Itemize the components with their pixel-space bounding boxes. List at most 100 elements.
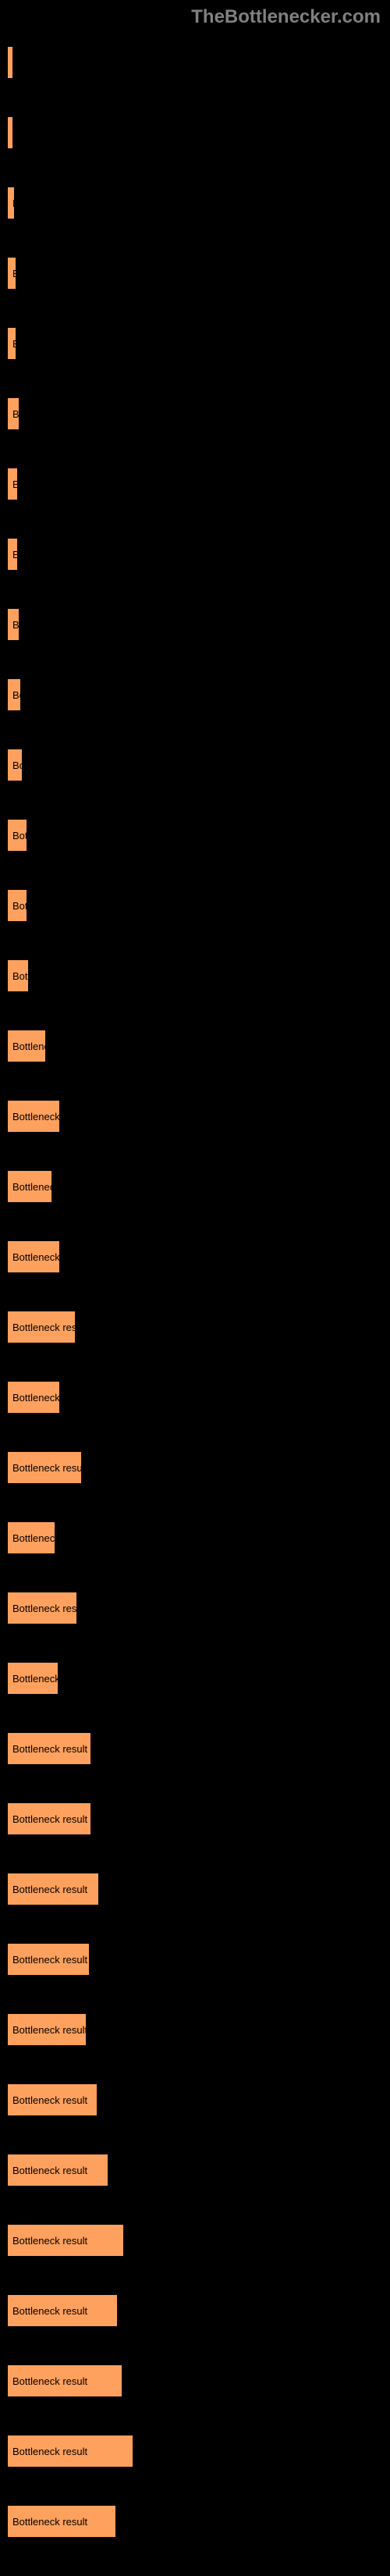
bar-row: Bottleneck result xyxy=(8,1436,382,1491)
bar-row: Bottleneck result xyxy=(8,1647,382,1702)
bar-row: Bottleneck result xyxy=(8,1858,382,1912)
bar: Bottleneck result xyxy=(8,2084,97,2115)
bar: Bottleneck result xyxy=(8,820,27,851)
bar-row: Bottleneck result xyxy=(8,312,382,367)
bar-row: Bottleneck result xyxy=(8,1366,382,1421)
bar-row: Bottleneck result xyxy=(8,1226,382,1280)
bar-row: Bottleneck result xyxy=(8,874,382,929)
bar-row: Bottleneck result xyxy=(8,242,382,297)
bar: Bottleneck result xyxy=(8,960,28,991)
bar: Bottleneck result xyxy=(8,187,14,219)
bar-row: Bottleneck result xyxy=(8,382,382,437)
bar-row: Bottleneck result xyxy=(8,1788,382,1842)
bar-label: Bottleneck result xyxy=(12,197,14,209)
bar-label: Bottleneck result xyxy=(12,1954,87,1966)
bar-label: Bottleneck result xyxy=(12,408,19,420)
bar-row: Bottleneck result xyxy=(8,734,382,788)
bar: Bottleneck result xyxy=(8,1311,75,1343)
bar-row: Bottleneck result xyxy=(8,172,382,226)
bar-label: Bottleneck result xyxy=(12,619,19,631)
bar: Bottleneck result xyxy=(8,2154,108,2186)
bar-label: Bottleneck result xyxy=(12,1813,87,1825)
bar-row: Bottleneck result xyxy=(8,1928,382,1983)
bar: Bottleneck result xyxy=(8,328,16,359)
bar-row: Bottleneck result xyxy=(8,523,382,578)
bar: Bottleneck result xyxy=(8,609,19,640)
bar-label: Bottleneck result xyxy=(12,1181,51,1193)
bar-label: Bottleneck result xyxy=(12,479,17,490)
bar-row: Bottleneck result xyxy=(8,1296,382,1350)
bar-label: Bottleneck result xyxy=(12,689,20,701)
bar: Bottleneck result xyxy=(8,1382,59,1413)
bar: Bottleneck result xyxy=(8,1803,90,1834)
bar-row: Bottleneck result xyxy=(8,2490,382,2545)
bar-row: Bottleneck result xyxy=(8,2420,382,2475)
bar-row: Bottleneck result xyxy=(8,31,382,86)
bar-row: Bottleneck result xyxy=(8,1717,382,1772)
bar-label: Bottleneck result xyxy=(12,2375,87,2387)
bar: Bottleneck result xyxy=(8,2506,115,2537)
bar: Bottleneck result xyxy=(8,2014,86,2045)
bar-row: Bottleneck result xyxy=(8,1085,382,1140)
bar-label: Bottleneck result xyxy=(12,1884,87,1895)
bar: Bottleneck result xyxy=(8,749,22,781)
bar-label: Bottleneck result xyxy=(12,2024,86,2036)
bar-row: Bottleneck result xyxy=(8,593,382,648)
bar-label: Bottleneck result xyxy=(12,1673,58,1685)
bar: Bottleneck result xyxy=(8,1873,98,1905)
bar: Bottleneck result xyxy=(8,1171,51,1202)
bar: Bottleneck result xyxy=(8,398,19,429)
bar-label: Bottleneck result xyxy=(12,1111,59,1123)
bar: Bottleneck result xyxy=(8,1733,90,1764)
bar: Bottleneck result xyxy=(8,1030,45,1062)
bar-label: Bottleneck result xyxy=(12,900,27,912)
bar: Bottleneck result xyxy=(8,2365,122,2396)
bar-label: Bottleneck result xyxy=(12,1041,45,1052)
bar: Bottleneck result xyxy=(8,47,12,78)
bar-label: Bottleneck result xyxy=(12,1251,59,1263)
bar-row: Bottleneck result xyxy=(8,2279,382,2334)
bar-label: Bottleneck result xyxy=(12,1462,81,1474)
bar: Bottleneck result xyxy=(8,679,20,710)
bar-row: Bottleneck result xyxy=(8,2209,382,2264)
bar-label: Bottleneck result xyxy=(12,760,22,771)
bar: Bottleneck result xyxy=(8,1663,58,1694)
bar: Bottleneck result xyxy=(8,1241,59,1272)
bar-row: Bottleneck result xyxy=(8,2069,382,2123)
bar: Bottleneck result xyxy=(8,468,17,500)
bar: Bottleneck result xyxy=(8,117,12,148)
bar: Bottleneck result xyxy=(8,890,27,921)
bar-row: Bottleneck result xyxy=(8,1998,382,2053)
bar-chart: Bottleneck result Bottleneck result Bottle… xyxy=(0,0,390,2576)
bar-label: Bottleneck result xyxy=(12,1322,75,1333)
bar: Bottleneck result xyxy=(8,1101,59,1132)
bar: Bottleneck result xyxy=(8,2435,133,2467)
bar-label: Bottleneck result xyxy=(12,2305,87,2317)
bar-row: Bottleneck result xyxy=(8,1507,382,1561)
bar-label: Bottleneck result xyxy=(12,2516,87,2528)
bar-label: Bottleneck result xyxy=(12,830,27,841)
bar-label: Bottleneck result xyxy=(12,2235,87,2247)
bar-row: Bottleneck result xyxy=(8,453,382,507)
bar-label: Bottleneck result xyxy=(12,970,28,982)
bar-row: Bottleneck result xyxy=(8,1015,382,1069)
bar-row: Bottleneck result xyxy=(8,664,382,718)
bar-label: Bottleneck result xyxy=(12,549,17,560)
bar: Bottleneck result xyxy=(8,1592,76,1624)
bar-row: Bottleneck result xyxy=(8,2139,382,2194)
bar-label: Bottleneck result xyxy=(12,2446,87,2457)
bar-label: Bottleneck result xyxy=(12,338,16,350)
bar: Bottleneck result xyxy=(8,1452,81,1483)
bar-label: Bottleneck result xyxy=(12,1532,55,1544)
bar-row: Bottleneck result xyxy=(8,1155,382,1210)
bar-row: Bottleneck result xyxy=(8,2350,382,2404)
bar-label: Bottleneck result xyxy=(12,2165,87,2176)
bar-row: Bottleneck result xyxy=(8,1577,382,1631)
bar: Bottleneck result xyxy=(8,2295,117,2326)
bar-label: Bottleneck result xyxy=(12,268,16,279)
bar: Bottleneck result xyxy=(8,1944,89,1975)
bar-label: Bottleneck result xyxy=(12,1603,76,1614)
bar-label: Bottleneck result xyxy=(12,1392,59,1404)
bar-row: Bottleneck result xyxy=(8,101,382,156)
bar-label: Bottleneck result xyxy=(12,1743,87,1755)
